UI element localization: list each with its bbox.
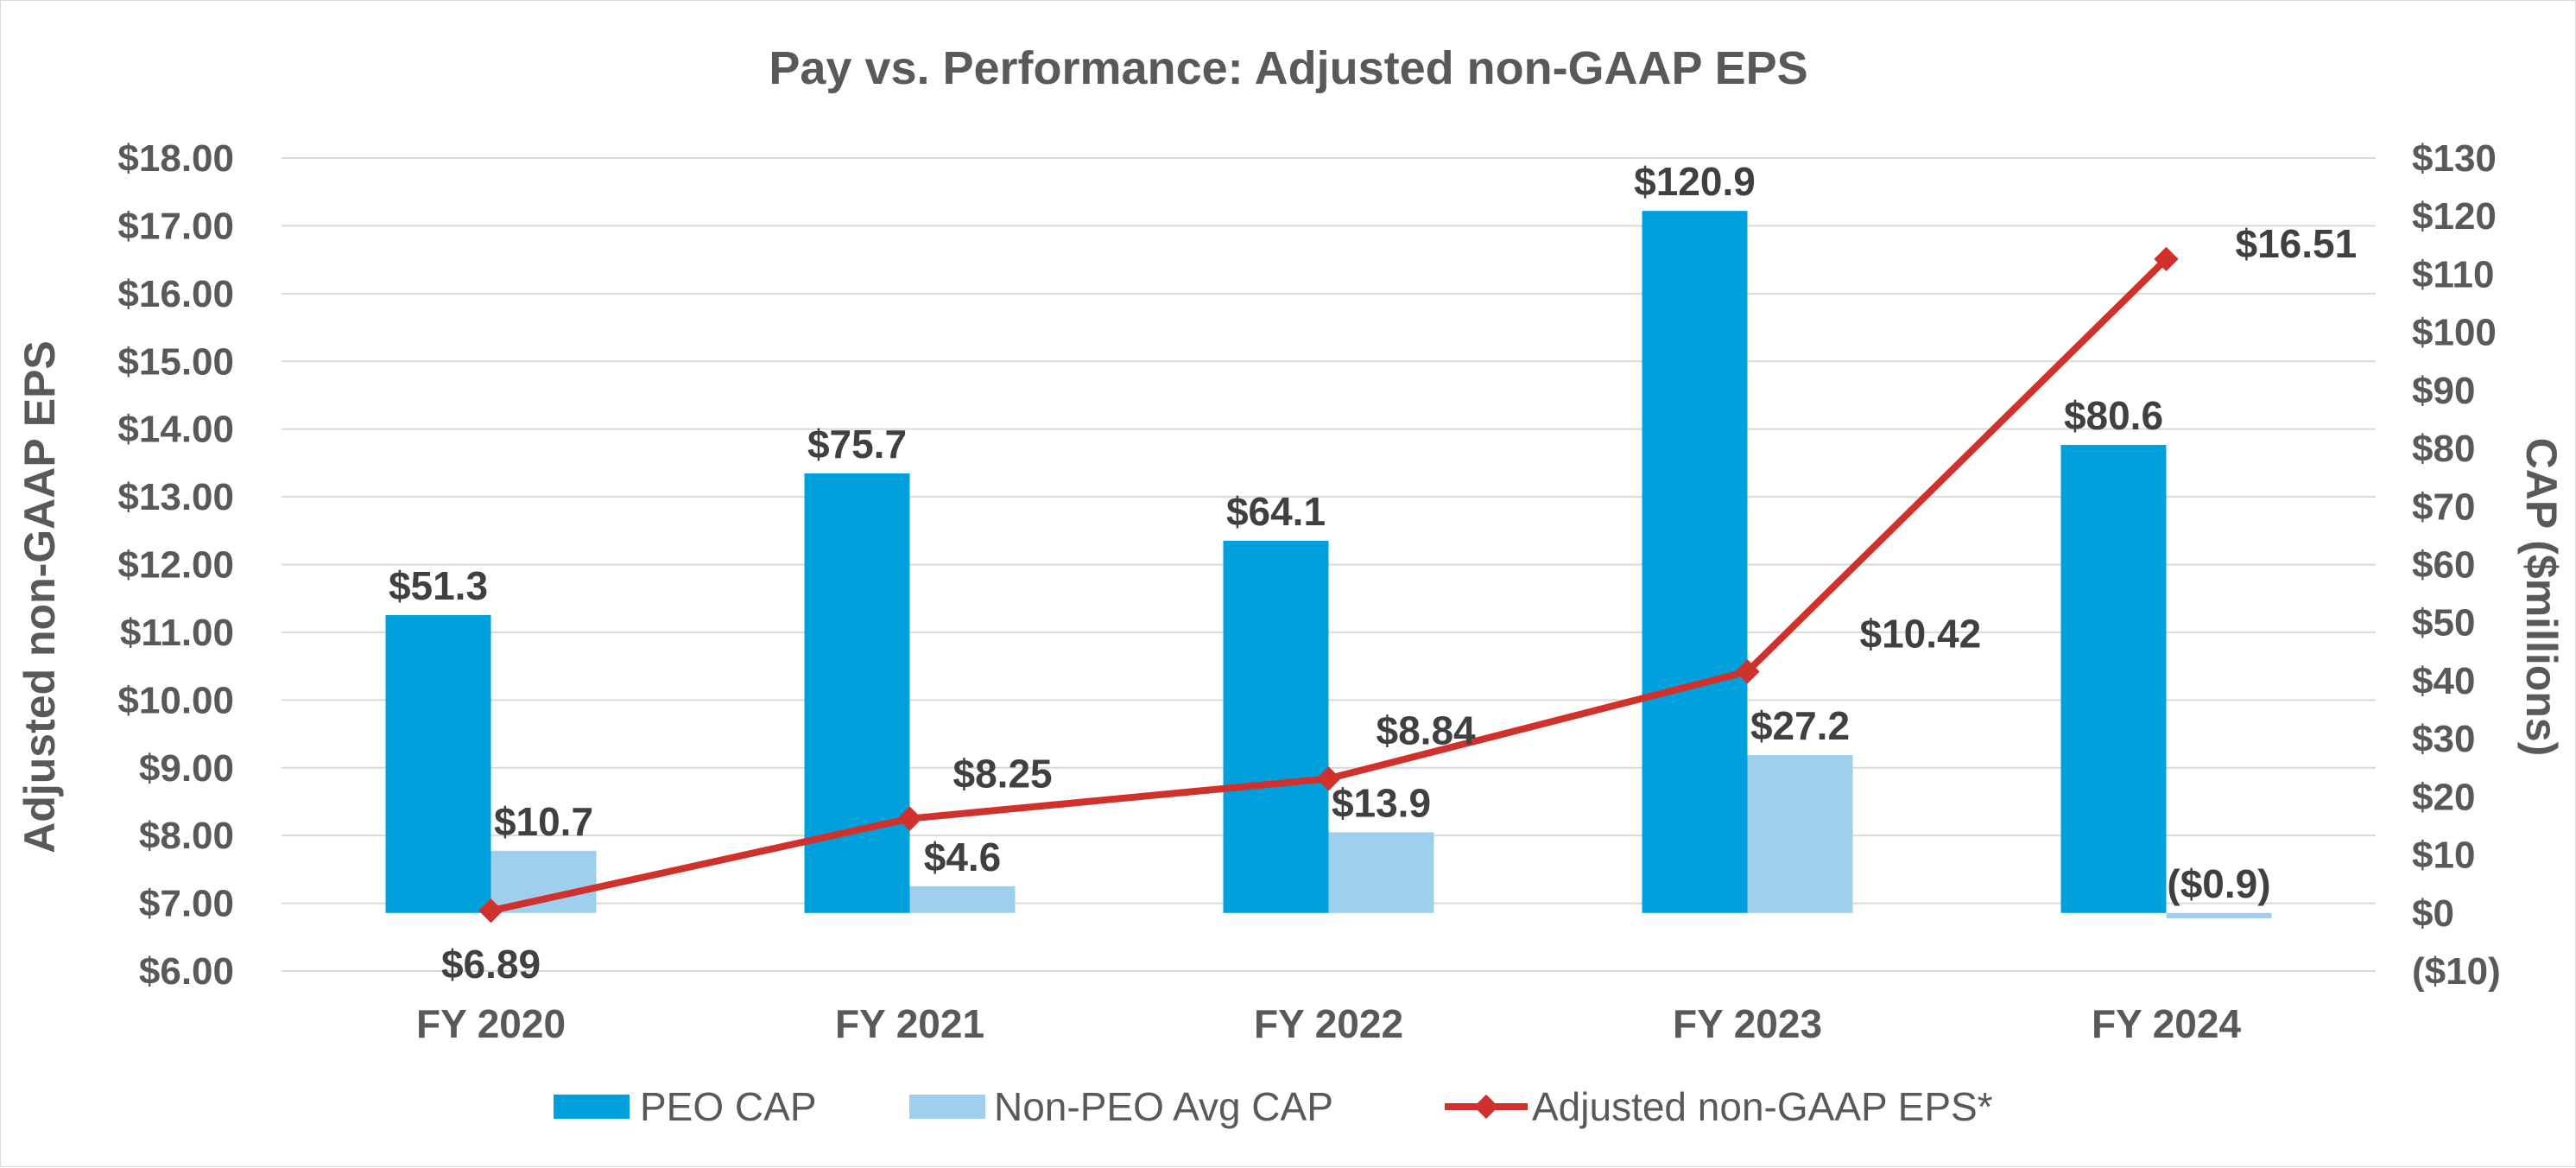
- right-tick-label: $100: [2412, 312, 2497, 354]
- right-tick-label: $0: [2412, 892, 2454, 935]
- right-tick-label: $20: [2412, 776, 2475, 818]
- left-axis-title: Adjusted non-GAAP EPS: [16, 340, 64, 854]
- right-tick-label: $110: [2412, 253, 2494, 295]
- bar-peo-cap: [2060, 445, 2167, 913]
- data-label-non-peo-cap: $4.6: [924, 835, 1002, 879]
- right-axis-title: CAP ($millions): [2517, 438, 2566, 757]
- eps-point: [2154, 246, 2179, 271]
- category-labels: FY 2020 FY 2021 FY 2022 FY 2023 FY 2024: [416, 1001, 2241, 1046]
- bar-non-peo-cap: [491, 850, 597, 913]
- category-label: FY 2024: [2092, 1001, 2241, 1046]
- legend: PEO CAP Non-PEO Avg CAP Adjusted non-GAAP …: [554, 1084, 1993, 1129]
- data-label-eps: $8.25: [953, 752, 1053, 797]
- data-label-non-peo-cap: $10.7: [494, 799, 593, 844]
- eps-point: [1316, 766, 1341, 791]
- legend-label-non-peo-cap: Non-PEO Avg CAP: [994, 1084, 1333, 1129]
- left-tick-label: $15.00: [117, 340, 234, 383]
- eps-point: [897, 806, 922, 831]
- legend-label-eps: Adjusted non-GAAP EPS*: [1532, 1084, 1993, 1129]
- data-label-non-peo-cap: $27.2: [1750, 703, 1850, 748]
- data-label-eps: $8.84: [1377, 708, 1477, 752]
- left-tick-label: $16.00: [117, 273, 234, 315]
- right-tick-label: $70: [2412, 486, 2475, 528]
- left-tick-label: $6.00: [139, 950, 234, 993]
- right-tick-label: $130: [2412, 137, 2497, 180]
- bar-peo-cap: [385, 614, 491, 913]
- bar-peo-cap: [804, 473, 910, 913]
- data-label-non-peo-cap: ($0.9): [2167, 861, 2270, 906]
- right-tick-label: $120: [2412, 195, 2497, 238]
- bar-peo-cap: [1642, 211, 1748, 913]
- right-tick-label: $50: [2412, 602, 2475, 644]
- eps-point: [478, 898, 503, 924]
- left-tick-label: $18.00: [117, 137, 234, 180]
- right-tick-label: $80: [2412, 428, 2475, 470]
- bar-non-peo-cap: [2166, 912, 2272, 918]
- category-label: FY 2021: [835, 1001, 984, 1046]
- right-tick-label: $30: [2412, 718, 2475, 760]
- legend-swatch-eps-marker: [1473, 1094, 1499, 1120]
- data-label-peo-cap: $80.6: [2064, 393, 2163, 438]
- left-tick-label: $13.00: [117, 476, 234, 518]
- legend-swatch-non-peo-cap: [909, 1095, 985, 1119]
- data-labels-layer: $51.3 $10.7 $75.7 $4.6 $64.1 $13.9 $120.9 $27.2…: [389, 159, 2357, 987]
- line-layer: [478, 246, 2179, 924]
- data-label-peo-cap: $51.3: [389, 563, 488, 608]
- left-axis-ticks: $6.00 $7.00 $8.00 $9.00 $10.00 $11.00 $12.00 $1…: [117, 137, 234, 993]
- right-tick-label: $10: [2412, 835, 2475, 877]
- left-tick-label: $14.00: [117, 409, 234, 451]
- bar-non-peo-cap: [1328, 832, 1434, 913]
- left-tick-label: $17.00: [117, 205, 234, 247]
- left-tick-label: $9.00: [139, 747, 234, 790]
- right-tick-label: $90: [2412, 370, 2475, 412]
- left-tick-label: $8.00: [139, 815, 234, 857]
- data-label-eps: $6.89: [441, 942, 541, 987]
- category-label: FY 2022: [1254, 1001, 1403, 1046]
- data-label-peo-cap: $120.9: [1634, 159, 1756, 204]
- left-tick-label: $11.00: [120, 612, 234, 654]
- right-tick-label: $60: [2412, 544, 2475, 587]
- chart-title: Pay vs. Performance: Adjusted non-GAAP E…: [769, 42, 1807, 94]
- category-label: FY 2020: [416, 1001, 566, 1046]
- right-tick-label: $40: [2412, 660, 2475, 702]
- left-tick-label: $7.00: [139, 883, 234, 925]
- data-label-non-peo-cap: $13.9: [1332, 780, 1431, 825]
- left-tick-label: $12.00: [117, 544, 234, 587]
- legend-swatch-peo-cap: [554, 1095, 630, 1119]
- left-tick-label: $10.00: [117, 679, 234, 721]
- data-label-peo-cap: $75.7: [807, 422, 907, 467]
- legend-label-peo-cap: PEO CAP: [640, 1084, 817, 1129]
- eps-point: [1735, 659, 1760, 684]
- bar-non-peo-cap: [1747, 754, 1853, 913]
- bars-layer: [385, 211, 2272, 918]
- bar-peo-cap: [1223, 540, 1329, 913]
- data-label-peo-cap: $64.1: [1226, 489, 1326, 534]
- category-label: FY 2023: [1673, 1001, 1822, 1046]
- data-label-eps: $16.51: [2236, 221, 2358, 266]
- data-label-eps: $10.42: [1860, 611, 1982, 656]
- bar-non-peo-cap: [909, 886, 1016, 913]
- right-axis-ticks: ($10) $0 $10 $20 $30 $40 $50 $60 $70 $80 $90 $100 $1…: [2412, 137, 2501, 993]
- right-tick-label: ($10): [2412, 950, 2501, 993]
